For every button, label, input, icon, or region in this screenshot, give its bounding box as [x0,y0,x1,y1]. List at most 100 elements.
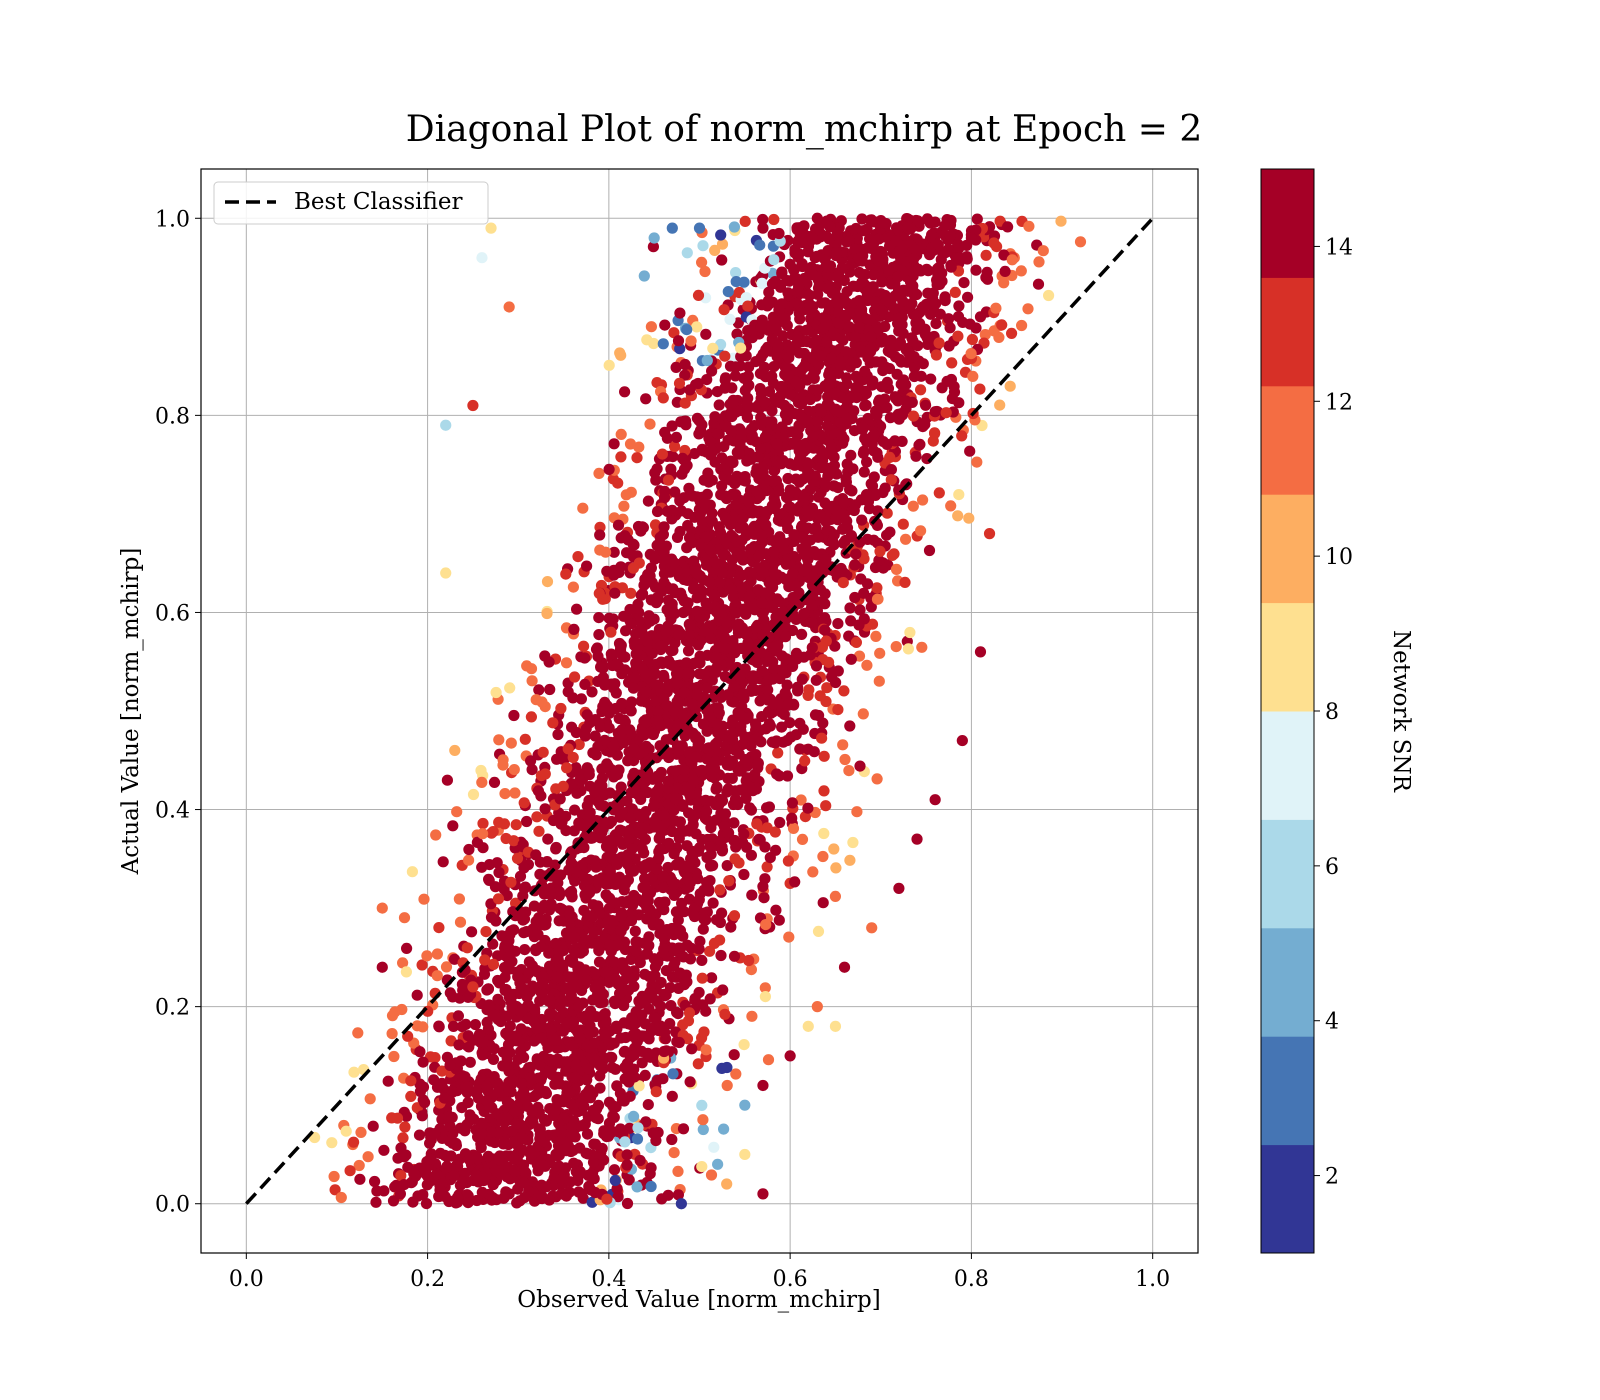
cloud-point [704,945,716,957]
cloud-point [812,384,824,396]
cloud-point [745,804,758,816]
cloud-point [767,475,780,487]
cloud-point [729,853,741,865]
cloud-point [744,543,757,555]
cloud-point [569,671,581,683]
cloud-point [719,511,731,524]
cloud-point [773,485,785,497]
cloud-point [953,300,965,312]
cloud-point [537,746,549,758]
cloud-point [719,374,731,386]
cloud-point [693,428,705,440]
cloud-point [818,785,830,797]
cloud-point [657,882,669,894]
cloud-point [672,1165,684,1177]
cloud-point [698,1026,710,1038]
cloud-point [680,969,692,981]
cloud-point [967,370,979,382]
cloud-point [569,1071,581,1083]
cloud-point [497,759,509,771]
cloud-point [883,264,895,276]
cloud-point [405,1075,417,1087]
cloud-point [628,1063,640,1075]
cloud-point [687,774,699,786]
cloud-point [475,1138,487,1150]
cloud-point [627,682,640,694]
cloud-point [737,691,749,703]
cloud-point [570,1059,582,1071]
cloud-point [736,513,748,525]
cloud-point [660,626,672,638]
cloud-point [560,657,573,669]
cloud-point [616,896,628,908]
cloud-point [725,425,737,437]
cloud-point [888,548,900,560]
cloud-point [605,648,617,660]
cloud-point [593,587,605,600]
cloud-point [650,1086,662,1098]
cloud-point [420,1198,433,1210]
cloud-point [693,894,705,906]
cloud-point [799,755,811,767]
cloud-point [437,856,449,868]
cloud-point [660,989,672,1001]
cloud-point [766,278,779,290]
cloud-point [398,912,411,924]
cloud-point [508,709,520,722]
cloud-point [600,546,612,558]
cloud-point [419,1096,431,1109]
cloud-point [477,1036,490,1048]
cloud-point [510,1118,523,1130]
cloud-point [636,1009,648,1021]
cloud-point [722,286,734,298]
cloud-point [433,922,445,934]
cloud-point [796,628,808,641]
cloud-point [604,834,616,847]
cloud-point [736,569,748,581]
cloud-point [1074,236,1087,248]
cloud-point [729,834,741,847]
cloud-point [693,415,705,427]
cloud-point [809,709,822,721]
cloud-point [877,217,890,229]
cloud-point [793,248,805,260]
cloud-point [615,451,627,463]
cloud-point [582,1063,595,1075]
cloud-point [726,772,738,785]
cloud-point [764,852,776,864]
cloud-point [679,397,691,409]
cloud-point [810,334,822,346]
cloud-point [864,343,876,355]
cloud-point [801,505,813,517]
cloud-point [463,854,475,866]
cloud-point [451,806,463,818]
cloud-point [716,238,729,250]
cloud-point [778,708,790,721]
cloud-point [822,282,834,295]
cloud-point [843,765,855,777]
cloud-point [763,801,776,813]
cloud-point [453,1039,465,1051]
cloud-point [635,695,647,707]
cloud-point [595,661,607,673]
cloud-point [781,734,793,747]
cloud-point [718,1123,730,1135]
cloud-point [877,436,889,448]
cloud-point [890,563,903,576]
cloud-point [920,399,932,411]
cloud-point [826,671,838,683]
cloud-point [682,645,695,657]
cloud-point [581,560,593,572]
cloud-point [953,252,966,264]
cloud-point [939,220,951,232]
cloud-point [933,487,945,499]
cloud-point [711,662,723,674]
cloud-point [400,1110,413,1122]
cloud-point [739,384,751,396]
cloud-point [452,1010,464,1022]
cloud-point [541,576,554,588]
cloud-point [859,365,871,377]
cloud-point [807,300,819,313]
cloud-point [945,259,957,271]
cloud-point [756,277,768,289]
